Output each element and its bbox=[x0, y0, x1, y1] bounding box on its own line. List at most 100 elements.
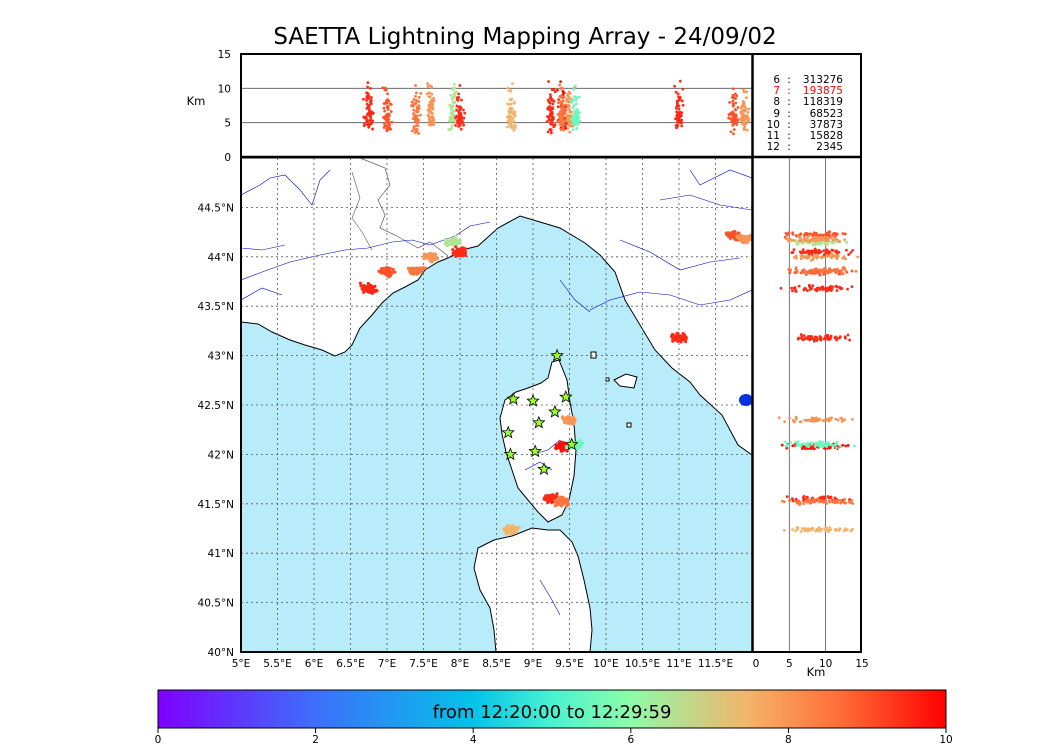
lightning-point bbox=[428, 123, 431, 127]
lightning-point bbox=[820, 256, 824, 259]
lightning-point bbox=[819, 286, 822, 290]
lightning-point bbox=[835, 446, 838, 450]
lightning-point bbox=[807, 445, 811, 448]
lightning-point bbox=[572, 87, 576, 91]
lightning-point bbox=[566, 93, 570, 96]
latitude-tick-label: 43.5°N bbox=[198, 301, 234, 313]
lightning-point bbox=[447, 128, 451, 131]
lightning-point bbox=[841, 419, 845, 423]
lightning-point bbox=[458, 84, 462, 87]
lightning-point bbox=[828, 526, 832, 530]
lightning-point bbox=[798, 420, 802, 424]
colorbar-tick-label: 8 bbox=[785, 734, 792, 746]
lightning-point bbox=[826, 242, 829, 246]
lightning-point bbox=[838, 498, 842, 502]
lightning-point bbox=[365, 123, 369, 127]
lightning-point bbox=[800, 256, 804, 260]
lightning-point bbox=[827, 417, 831, 420]
lightning-point bbox=[569, 420, 573, 424]
lightning-point bbox=[828, 230, 832, 234]
lightning-point bbox=[733, 108, 737, 111]
station-count-value: 193875 bbox=[802, 85, 843, 98]
lightning-point bbox=[415, 107, 419, 111]
lightning-point bbox=[823, 235, 827, 239]
station-star-icon bbox=[528, 444, 542, 458]
lightning-point bbox=[812, 339, 816, 343]
lightning-point bbox=[826, 249, 829, 253]
lightning-point bbox=[850, 528, 854, 532]
lightning-point bbox=[365, 102, 369, 106]
lightning-point bbox=[367, 104, 371, 107]
lightning-point bbox=[827, 419, 831, 423]
lightning-point bbox=[365, 99, 368, 102]
lightning-point bbox=[456, 118, 460, 122]
lightning-point bbox=[788, 237, 792, 241]
lightning-latitude-band bbox=[796, 333, 852, 343]
lightning-point bbox=[787, 231, 791, 235]
lightning-altitude-column bbox=[454, 84, 467, 131]
lightning-point bbox=[791, 528, 794, 531]
lightning-point bbox=[811, 284, 815, 288]
lightning-point bbox=[576, 122, 580, 126]
lightning-point bbox=[513, 113, 517, 117]
lightning-point bbox=[569, 114, 573, 118]
lightning-latitude-band bbox=[781, 497, 855, 507]
colorbar-tick-label: 10 bbox=[939, 734, 952, 746]
outer-frame bbox=[240, 53, 862, 653]
lightning-point bbox=[410, 104, 413, 107]
lightning-point bbox=[454, 90, 458, 94]
lightning-latitude-band bbox=[779, 283, 854, 293]
lightning-point bbox=[731, 99, 735, 103]
lightning-point bbox=[558, 502, 562, 506]
lightning-point bbox=[384, 118, 388, 121]
lightning-point bbox=[839, 271, 843, 275]
lightning-point bbox=[779, 286, 783, 290]
lightning-point bbox=[803, 256, 806, 259]
lightning-point bbox=[513, 126, 517, 130]
lightning-point bbox=[426, 82, 430, 86]
station-star-icon bbox=[506, 391, 521, 405]
lightning-point bbox=[805, 236, 809, 240]
station-count-row: 6:313276 bbox=[758, 74, 858, 86]
lightning-cluster bbox=[358, 281, 379, 295]
lightning-point bbox=[677, 95, 680, 99]
lightning-point bbox=[547, 80, 550, 83]
lightning-point bbox=[506, 125, 509, 129]
lightning-point bbox=[802, 270, 806, 274]
lightning-point bbox=[839, 416, 843, 420]
lightning-point bbox=[427, 95, 431, 99]
lightning-point bbox=[369, 283, 373, 288]
lightning-point bbox=[555, 492, 559, 496]
lightning-point bbox=[561, 495, 565, 499]
lightning-point bbox=[413, 131, 417, 134]
lightning-point bbox=[428, 251, 432, 256]
lightning-point bbox=[784, 440, 787, 444]
lightning-point bbox=[371, 127, 374, 131]
lightning-point bbox=[366, 85, 369, 89]
lightning-point bbox=[801, 447, 804, 451]
lightning-cluster bbox=[553, 495, 570, 508]
lightning-point bbox=[806, 498, 810, 502]
lightning-latitude-band bbox=[790, 247, 855, 257]
lightning-point bbox=[841, 266, 845, 270]
lightning-point bbox=[412, 268, 416, 272]
lightning-point bbox=[675, 102, 679, 106]
lightning-point bbox=[560, 101, 564, 105]
lightning-point bbox=[455, 97, 459, 101]
lightning-point bbox=[732, 115, 736, 119]
lightning-point bbox=[820, 236, 823, 240]
station-star-icon bbox=[559, 390, 573, 403]
lightning-point bbox=[798, 501, 802, 504]
lightning-point bbox=[835, 528, 838, 532]
latitude-tick-label: 41.5°N bbox=[198, 499, 234, 511]
lightning-point bbox=[799, 444, 803, 448]
latitude-tick-label: 42.5°N bbox=[198, 400, 234, 412]
altitude-tick-label: 0 bbox=[224, 152, 231, 164]
longitude-tick-label: 11°E bbox=[666, 658, 691, 670]
lightning-point bbox=[570, 110, 574, 114]
lightning-point bbox=[793, 286, 797, 290]
station-count-row: 10: 37873 bbox=[758, 119, 858, 131]
top-altitude-ticks: 0 5 10 15 bbox=[218, 49, 231, 164]
lightning-point bbox=[798, 236, 802, 239]
lightning-point bbox=[788, 271, 792, 275]
